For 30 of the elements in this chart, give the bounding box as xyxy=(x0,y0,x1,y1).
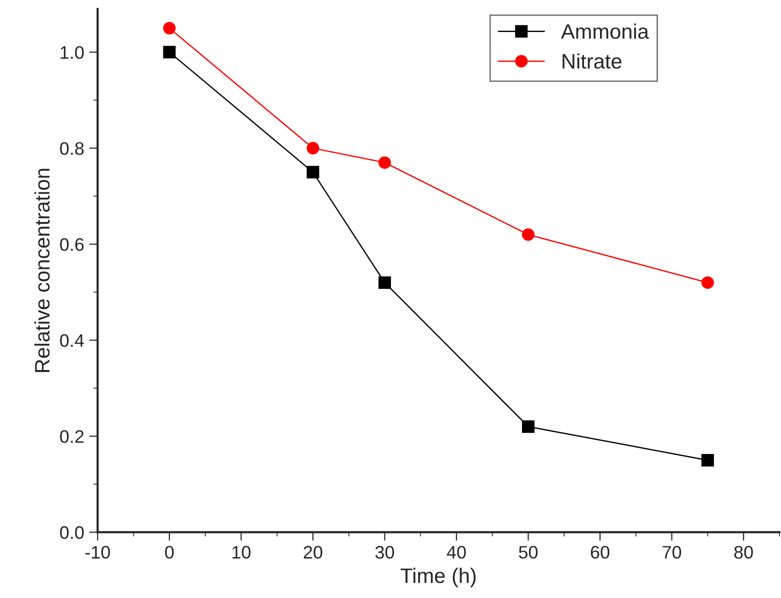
x-tick-label: 60 xyxy=(590,546,610,559)
point xyxy=(306,142,320,154)
point xyxy=(378,156,391,169)
y-tick-label: 1.0 xyxy=(60,46,84,59)
x-tick-label: 40 xyxy=(446,546,466,559)
point xyxy=(522,228,534,241)
x-tick-label: 10 xyxy=(232,546,250,559)
point xyxy=(163,22,176,34)
x-tick-label: 50 xyxy=(518,546,538,559)
point xyxy=(701,454,714,466)
point xyxy=(306,166,320,178)
x-tick-label: 30 xyxy=(375,546,394,559)
x-tick-label: -10 xyxy=(85,546,110,559)
y-axis-title: Relative concentration xyxy=(34,168,50,372)
y-tick-label: 0.0 xyxy=(60,526,84,539)
y-tick-label: 0.8 xyxy=(60,142,84,155)
x-tick-label: 80 xyxy=(734,546,753,559)
y-tick-label: 0.6 xyxy=(60,238,84,251)
y-tick-label: 0.4 xyxy=(60,334,84,347)
point xyxy=(378,276,391,289)
legend-label: Ammonia xyxy=(561,24,649,39)
point xyxy=(701,276,714,289)
x-tick-label: 0 xyxy=(165,546,174,559)
legend-label: Nitrate xyxy=(562,53,622,69)
x-tick-label: 70 xyxy=(662,546,682,559)
x-tick-label: 20 xyxy=(304,546,322,559)
x-axis-title: Time (h) xyxy=(400,568,476,588)
point xyxy=(163,46,176,58)
y-tick-label: 0.2 xyxy=(60,430,84,443)
point xyxy=(522,420,534,433)
